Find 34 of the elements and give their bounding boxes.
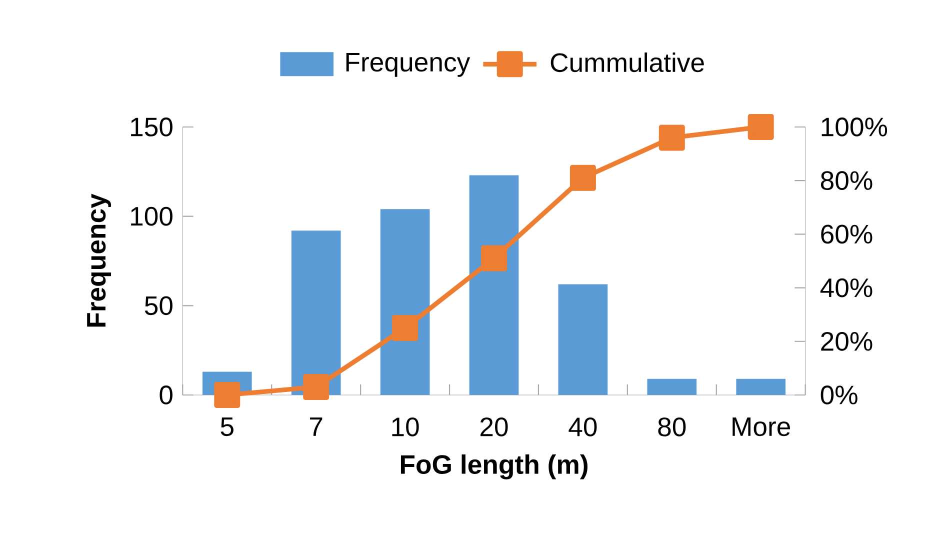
- x-tick-label: 80: [658, 417, 686, 436]
- y-axis-title: Frequency: [87, 194, 111, 327]
- y-tick-label: 150: [131, 118, 172, 136]
- bar: [380, 209, 430, 395]
- y2-tick-label: 20%: [821, 332, 872, 351]
- x-tick-label: 5: [220, 417, 234, 436]
- x-tick-label: More: [732, 417, 790, 436]
- point: [570, 164, 596, 191]
- bar: [469, 175, 519, 395]
- x-tick-label: 40: [568, 417, 597, 436]
- y2-tick-label: 80%: [820, 171, 872, 190]
- y-tick-label: 100: [131, 206, 172, 226]
- bar: [647, 378, 697, 395]
- bar: [291, 230, 341, 395]
- legend-label: Cummulative: [550, 52, 704, 72]
- point: [392, 314, 418, 341]
- x-tick-label: 10: [392, 417, 419, 436]
- point: [303, 374, 330, 400]
- point: [658, 124, 685, 151]
- y2-tick-label: 100%: [822, 118, 888, 136]
- y2-tick-label: 60%: [821, 224, 872, 244]
- y2-tick-label: 40%: [820, 278, 872, 298]
- point: [214, 382, 240, 408]
- x-tick-label: 20: [480, 417, 508, 436]
- point: [748, 114, 774, 140]
- x-tick-label: 7: [310, 417, 322, 436]
- y-tick-label: 0: [160, 386, 172, 404]
- bar: [736, 378, 786, 395]
- bar: [558, 284, 608, 395]
- y-tick-label: 50: [144, 296, 172, 316]
- point: [480, 245, 507, 272]
- x-axis-title: FoG length (m): [400, 454, 588, 480]
- legend-label: Frequency: [346, 53, 470, 77]
- y2-tick-label: 0%: [820, 386, 858, 404]
